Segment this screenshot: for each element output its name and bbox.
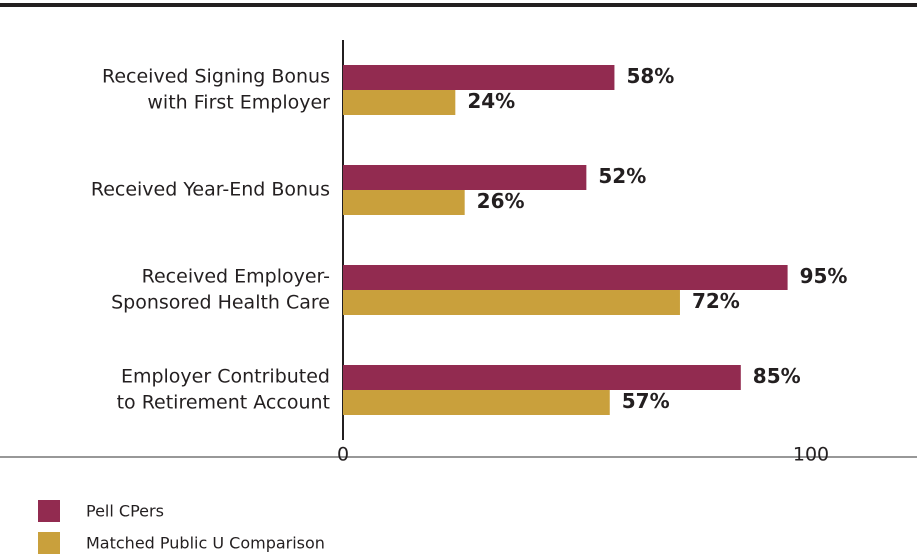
legend-swatch <box>38 532 60 554</box>
category-label: Received Year-End Bonus <box>91 179 330 201</box>
bar <box>343 265 788 290</box>
value-label: 95% <box>800 264 848 288</box>
value-label: 57% <box>622 389 670 413</box>
bar <box>343 90 456 115</box>
category-label: Received Employer- <box>142 266 330 288</box>
top-rule <box>0 3 917 7</box>
value-label: 52% <box>598 164 646 188</box>
category-label: to Retirement Account <box>117 392 330 414</box>
bar <box>343 390 610 415</box>
category-label: Sponsored Health Care <box>111 292 330 314</box>
bar <box>343 365 741 390</box>
category-label: Employer Contributed <box>121 366 330 388</box>
x-tick-label: 0 <box>337 444 349 466</box>
category-label: with First Employer <box>147 92 330 114</box>
legend-swatch <box>38 500 60 522</box>
legend-label: Pell CPers <box>86 502 164 521</box>
bar <box>343 65 615 90</box>
bar <box>343 290 680 315</box>
x-tick-label: 100 <box>793 444 829 466</box>
bar <box>343 165 587 190</box>
category-label: Received Signing Bonus <box>102 66 330 88</box>
legend-label: Matched Public U Comparison <box>86 534 325 553</box>
value-label: 24% <box>467 89 515 113</box>
value-label: 26% <box>477 189 525 213</box>
value-label: 58% <box>626 64 674 88</box>
bar <box>343 190 465 215</box>
value-label: 85% <box>753 364 801 388</box>
value-label: 72% <box>692 289 740 313</box>
